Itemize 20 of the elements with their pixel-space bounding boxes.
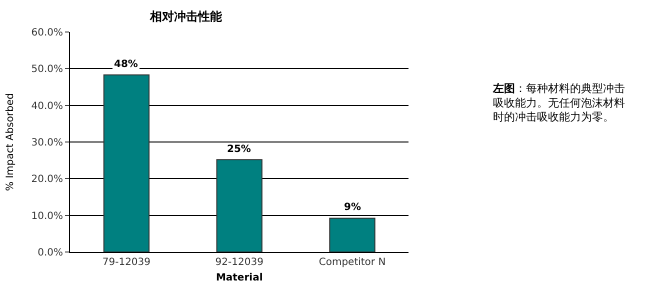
y-tick-label: 60.0% [31,28,63,38]
text: 左图：每种材料的典型冲击吸收能力。无任何泡沫材料时的冲击吸收能力为零。 [492,82,625,124]
data-label: 48% [114,59,138,70]
x-tick-label: 79-12039 [102,257,151,268]
x-axis-title: Material [216,272,263,284]
bar [103,74,150,252]
chart-title: 相对冲击性能 [148,9,223,24]
y-axis-title: % Impact Absorbed [5,93,16,191]
y-tick-label: 30.0% [31,138,63,148]
y-tick-label: 40.0% [31,100,63,112]
y-tick-label: 50.0% [31,64,63,76]
x-tick-label: 92-12039 [215,257,264,268]
x-tick-label: Competitor N [318,257,386,268]
y-tick-label: 20.0% [31,174,63,186]
y-tick-label: 10.0% [31,210,63,222]
data-label: 9% [344,202,361,213]
bar [216,159,262,252]
bar [329,218,376,252]
data-label: 25% [227,144,251,155]
y-tick-label: 0.0% [38,248,63,258]
